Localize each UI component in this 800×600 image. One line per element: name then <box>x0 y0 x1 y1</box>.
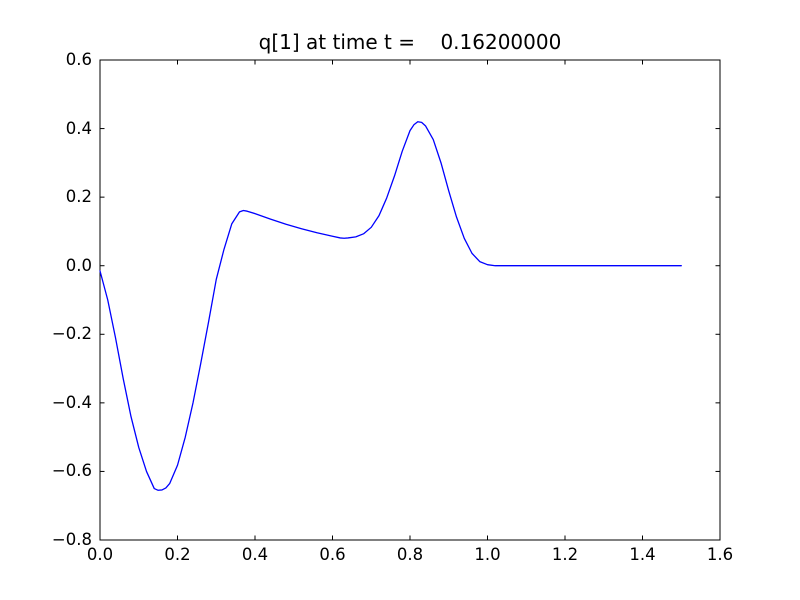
y-tick-label: −0.8 <box>51 530 92 549</box>
x-tick-label: 0.2 <box>164 545 191 564</box>
x-tick-label: 1.0 <box>474 545 501 564</box>
x-tick-label: 0.8 <box>396 545 424 564</box>
y-tick-label: −0.4 <box>51 392 92 412</box>
x-tick-label: 1.6 <box>706 545 734 564</box>
data-line <box>99 121 682 491</box>
y-tick-label: 0.2 <box>65 187 92 207</box>
y-tick-label: 0.4 <box>65 118 92 138</box>
x-tick-label: 1.2 <box>551 545 579 564</box>
y-tick-label: −0.2 <box>51 324 92 344</box>
y-tick-label: −0.6 <box>51 461 92 481</box>
x-tick-label: 0.6 <box>319 545 346 564</box>
y-tick-label: 0.0 <box>65 255 92 275</box>
plot-title: q[1] at time t = 0.16200000 <box>258 30 562 54</box>
y-tick-label: 0.6 <box>65 50 92 69</box>
x-tick-label: 1.4 <box>629 545 656 564</box>
axis-ticks <box>99 59 721 541</box>
x-tick-label: 0.0 <box>86 545 114 564</box>
x-tick-label: 0.4 <box>241 545 269 564</box>
